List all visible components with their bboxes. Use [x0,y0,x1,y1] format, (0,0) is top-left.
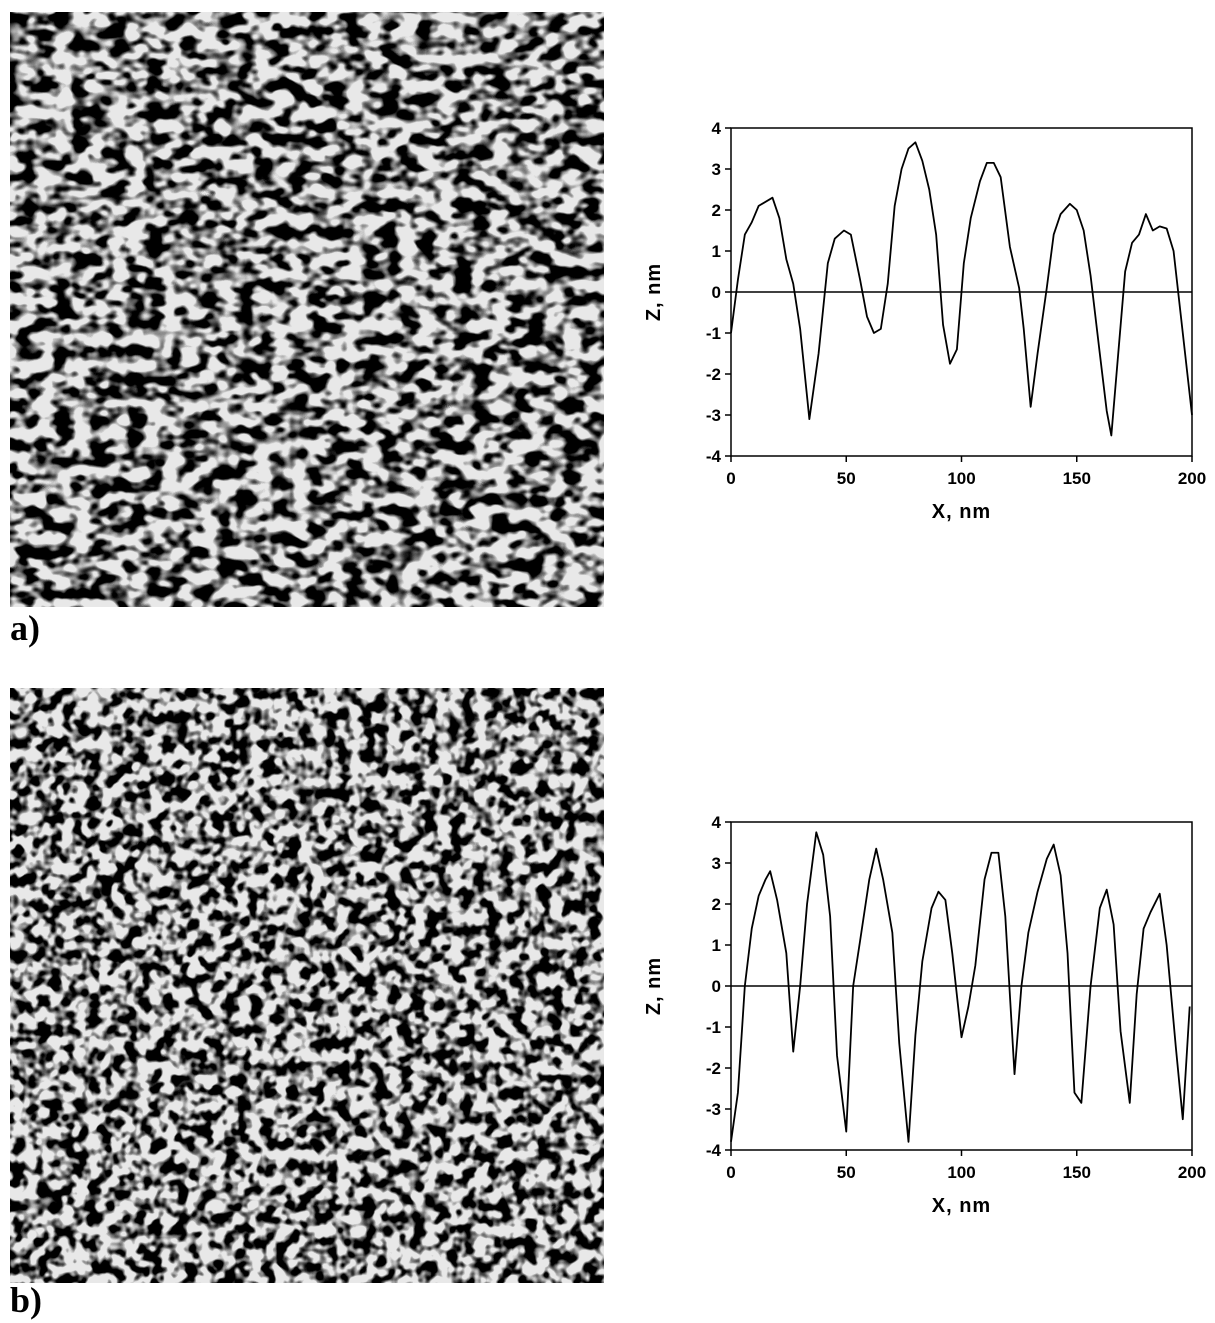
y-axis-label: Z, nm [643,263,665,321]
afm-texture [10,688,604,1283]
y-tick-label: 0 [712,977,721,996]
y-axis-label: Z, nm [643,957,665,1015]
y-tick-label: 1 [712,936,721,955]
x-tick-label: 150 [1063,469,1091,488]
y-tick-label: -1 [706,324,721,343]
x-tick-label: 150 [1063,1163,1091,1182]
y-tick-label: -2 [706,365,721,384]
x-tick-label: 0 [726,1163,735,1182]
panel-label: b) [10,1280,42,1320]
profile-line [730,831,1191,1143]
y-tick-label: 3 [712,854,721,873]
y-tick-label: 0 [712,283,721,302]
x-tick-label: 50 [837,1163,856,1182]
x-axis-label: X, nm [932,501,991,523]
y-tick-label: 3 [712,160,721,179]
y-tick-label: 2 [712,201,721,220]
x-tick-label: 200 [1178,469,1206,488]
y-tick-label: 2 [712,895,721,914]
y-tick-label: -4 [706,447,722,466]
x-tick-label: 200 [1178,1163,1206,1182]
x-tick-label: 50 [837,469,856,488]
y-tick-label: -1 [706,1018,721,1037]
y-tick-label: 4 [712,119,722,138]
panel-label: a) [10,608,40,648]
x-tick-label: 0 [726,469,735,488]
y-tick-label: -3 [706,406,721,425]
y-tick-label: -4 [706,1141,722,1160]
profile-line [730,141,1193,437]
x-tick-label: 100 [947,469,975,488]
y-tick-label: 1 [712,242,721,261]
afm-texture [10,12,604,607]
y-tick-label: -3 [706,1100,721,1119]
x-tick-label: 100 [947,1163,975,1182]
y-tick-label: 4 [712,813,722,832]
y-tick-label: -2 [706,1059,721,1078]
x-axis-label: X, nm [932,1195,991,1217]
